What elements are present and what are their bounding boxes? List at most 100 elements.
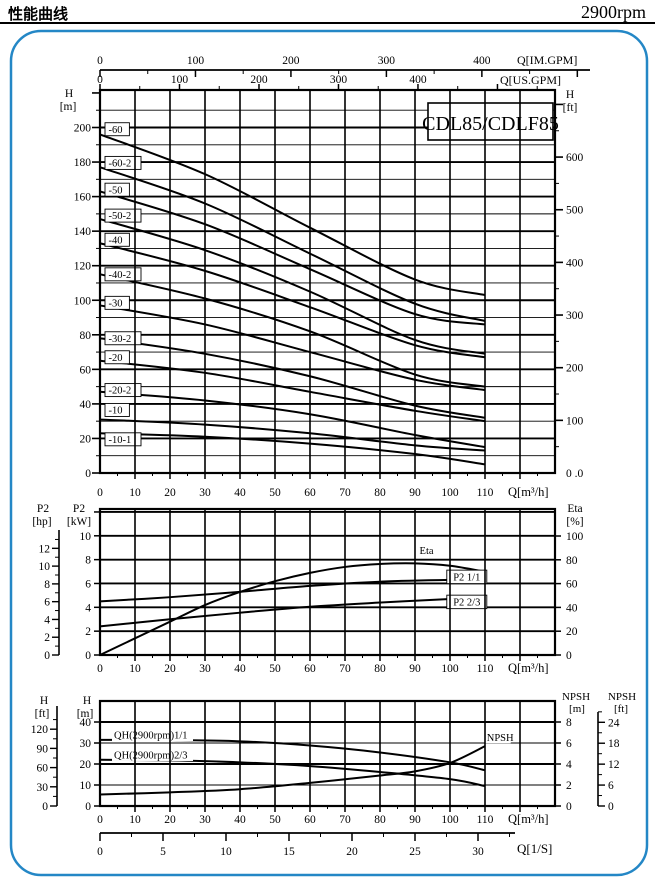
axis-header: H <box>40 695 48 707</box>
curve-label: NPSH <box>487 733 514 744</box>
eta-tick-label: 100 <box>566 531 584 543</box>
curve-label: -50 <box>109 185 123 196</box>
curve-label-box <box>104 402 130 417</box>
us-gpm-tick-label: 100 <box>171 74 189 86</box>
kw-tick-label: 8 <box>85 555 91 567</box>
curve-label: -30 <box>109 298 123 309</box>
hp-tick-label: 12 <box>39 543 51 555</box>
curve-label: -20 <box>109 353 123 364</box>
ls-tick-label: 25 <box>409 846 421 858</box>
ls-tick-label: 20 <box>346 846 358 858</box>
h-m-tick-label: 40 <box>80 399 92 411</box>
h-m-tick-label: 100 <box>74 295 92 307</box>
curve-label: QH(2900rpm)1/1 <box>114 731 188 742</box>
x-tick-label: 10 <box>129 814 141 826</box>
curve-label-box <box>446 594 488 610</box>
axis-header: [m] <box>77 708 94 720</box>
npsh-m-tick-label: 8 <box>566 717 572 729</box>
h-m-tick-label: 40 <box>80 717 92 729</box>
us-gpm-tick-label: 0 <box>97 74 103 86</box>
ls-tick-label: 5 <box>160 846 166 858</box>
x-tick-label: 80 <box>374 663 386 675</box>
kw-tick-label: 4 <box>85 602 91 614</box>
curve-label-box <box>104 295 130 310</box>
x-axis-unit: Q[m³/h] <box>508 812 549 826</box>
head-capacity-chart: 020406080100120140160180200H[m]100200300… <box>60 53 590 499</box>
page-title: 性能曲线 <box>8 5 69 23</box>
h-m-tick-label: 60 <box>80 364 92 376</box>
npsh-ft-tick-label: 6 <box>608 780 614 792</box>
qh-npsh-chart: 010203040H[m]0306090120H[ft]02468NPSH[m]… <box>31 691 636 858</box>
x-tick-label: 60 <box>304 487 316 499</box>
h-ft-tick-label: 300 <box>566 310 584 322</box>
x-tick-label: 30 <box>199 663 211 675</box>
hp-tick-label: 4 <box>44 614 50 626</box>
eta-tick-label: 20 <box>566 626 578 638</box>
x-tick-label: 50 <box>269 663 281 675</box>
npsh-m-tick-label: 6 <box>566 738 572 750</box>
kw-tick-label: 2 <box>85 626 91 638</box>
h-ft-tick-label: 30 <box>37 782 49 794</box>
npsh-ft-tick-label: 18 <box>608 738 620 750</box>
curve-label: -50-2 <box>109 211 132 222</box>
ls-axis-unit: Q[1/S] <box>517 841 552 856</box>
im-gpm-tick-label: 200 <box>282 55 300 67</box>
x-tick-label: 90 <box>409 814 421 826</box>
eta-tick-label: 80 <box>566 555 578 567</box>
axis-header: [kW] <box>67 516 91 528</box>
x-tick-label: 0 <box>97 663 103 675</box>
x-tick-label: 20 <box>164 814 176 826</box>
curve-label: P2 2/3 <box>453 598 480 609</box>
curve-label-box <box>104 232 130 247</box>
axis-header: H <box>83 695 91 707</box>
kw-tick-label: 0 <box>85 650 91 662</box>
rpm-label: 2900rpm <box>581 2 646 22</box>
x-tick-label: 100 <box>441 814 459 826</box>
x-tick-label: 110 <box>477 663 494 675</box>
x-tick-label: 70 <box>339 487 351 499</box>
x-tick-label: 50 <box>269 814 281 826</box>
h-m-tick-label: 140 <box>74 226 92 238</box>
kw-tick-label: 10 <box>80 531 92 543</box>
x-tick-label: 10 <box>129 487 141 499</box>
x-axis-unit: Q[m³/h] <box>508 661 549 675</box>
x-tick-label: 50 <box>269 487 281 499</box>
model-title: CDL85/CDLF85 <box>422 113 559 135</box>
x-tick-label: 80 <box>374 487 386 499</box>
pump-curve <box>99 166 486 322</box>
axis-header: [ft] <box>614 703 628 715</box>
curve-label-box <box>104 350 130 365</box>
us-gpm-axis-unit: Q[US.GPM] <box>500 73 561 87</box>
hp-tick-label: 8 <box>44 579 50 591</box>
axis-header: P2 <box>37 503 49 515</box>
ls-tick-label: 30 <box>472 846 484 858</box>
curve-label-box <box>446 569 488 585</box>
h-m-tick-label: 20 <box>80 433 92 445</box>
h-m-tick-label: 200 <box>74 123 92 135</box>
hp-tick-label: 0 <box>44 650 50 662</box>
hp-tick-label: 2 <box>44 632 50 644</box>
axis-header: [ft] <box>563 102 578 114</box>
curve-label-box <box>104 122 130 137</box>
curve-label-bg <box>416 544 441 557</box>
axis-header: NPSH <box>562 691 590 703</box>
curve-label-bg <box>112 729 193 742</box>
eta-tick-label: 60 <box>566 579 578 591</box>
curve-label-box <box>104 208 142 223</box>
curve-label-box <box>104 182 130 197</box>
x-tick-label: 0 <box>97 814 103 826</box>
h-m-tick-label: 0 <box>85 801 91 813</box>
eta-tick-label: 0 <box>566 650 572 662</box>
curve-label: P2 1/1 <box>453 573 480 584</box>
h-ft-tick-label: 200 <box>566 363 584 375</box>
h-ft-tick-label: 100 <box>566 415 584 427</box>
curve-label: -60 <box>109 125 123 136</box>
x-tick-label: 30 <box>199 487 211 499</box>
x-tick-label: 70 <box>339 663 351 675</box>
im-gpm-tick-label: 300 <box>378 55 396 67</box>
x-tick-label: 30 <box>199 814 211 826</box>
npsh-ft-tick-label: 0 <box>608 801 614 813</box>
ls-tick-label: 0 <box>97 846 103 858</box>
eta-curve <box>99 562 486 656</box>
